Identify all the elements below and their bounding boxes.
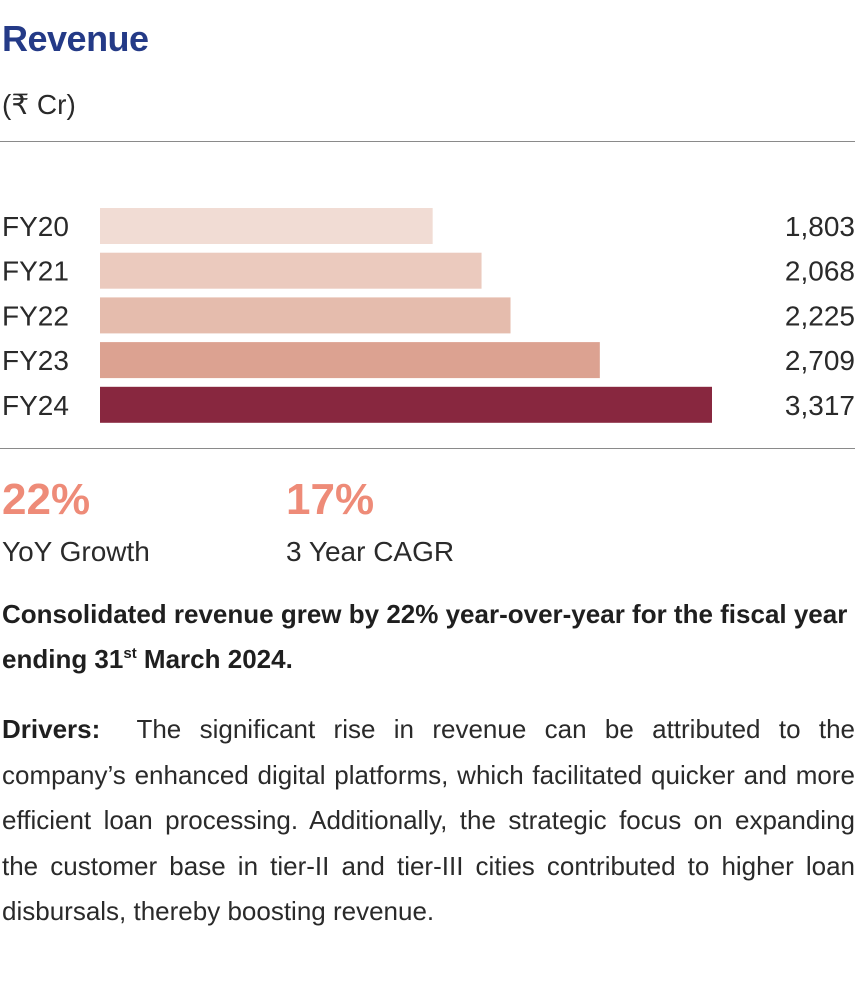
bar-fy24 [100, 386, 712, 423]
drivers-text: The significant rise in revenue can be a… [2, 714, 855, 926]
category-label-fy21: FY21 [2, 256, 69, 287]
category-label-fy20: FY20 [2, 211, 69, 242]
summary-text-end: March 2024. [136, 644, 293, 674]
drivers-paragraph: Drivers: The significant rise in revenue… [2, 707, 855, 935]
kpi-cagr-value: 17% [286, 475, 375, 524]
drivers-label: Drivers: [2, 714, 101, 744]
bar-fy23 [100, 342, 600, 379]
category-label-fy23: FY23 [2, 345, 69, 376]
value-label-fy20: 1,803 [785, 211, 855, 242]
summary-statement: Consolidated revenue grew by 22% year-ov… [2, 592, 855, 682]
kpi-cagr-label: 3 Year CAGR [286, 536, 455, 567]
revenue-bar-chart: FY20 1,803 FY21 2,068 FY22 2,225 FY23 2,709 FY24… [2, 208, 855, 423]
kpi-cagr: 17% 3 Year CAGR [286, 474, 454, 568]
top-divider [0, 141, 855, 142]
bar-fy22 [100, 297, 511, 334]
bar-fy20 [100, 208, 433, 244]
summary-text: Consolidated revenue grew by 22% year-ov… [2, 599, 848, 674]
bar-fy21 [100, 252, 482, 289]
category-label-fy24: FY24 [2, 390, 69, 421]
bottom-divider [0, 448, 855, 449]
category-label-fy22: FY22 [2, 300, 69, 331]
value-label-fy24: 3,317 [785, 390, 855, 421]
unit-label: (₹ Cr) [2, 89, 76, 120]
summary-superscript: st [123, 645, 137, 662]
chart-title: Revenue [2, 18, 149, 59]
value-label-fy21: 2,068 [785, 256, 855, 287]
value-label-fy22: 2,225 [785, 300, 855, 331]
kpi-yoy-growth: 22% YoY Growth [2, 474, 150, 568]
value-label-fy23: 2,709 [785, 345, 855, 376]
kpi-yoy-value: 22% [2, 475, 91, 524]
kpi-yoy-label: YoY Growth [2, 536, 150, 567]
